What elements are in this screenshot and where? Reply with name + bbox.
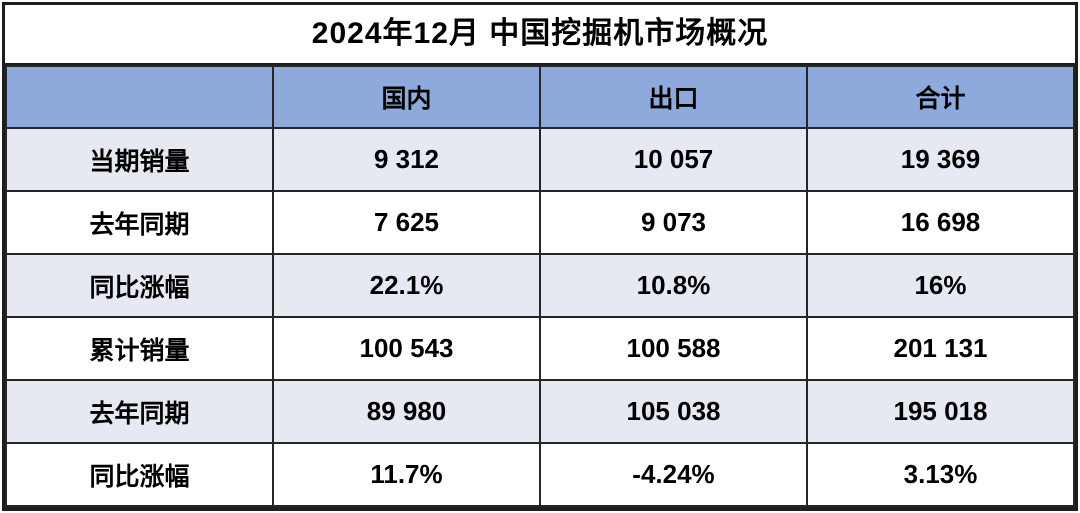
header-cell-total: 合计 bbox=[806, 65, 1075, 129]
table-cell: 195 018 bbox=[806, 379, 1075, 444]
table-cell: 100 543 bbox=[272, 316, 541, 381]
row-label: 同比涨幅 bbox=[5, 253, 274, 318]
table-cell: 9 073 bbox=[539, 190, 808, 255]
table-cell: 22.1% bbox=[272, 253, 541, 318]
table-cell: -4.24% bbox=[539, 442, 808, 507]
row-label: 同比涨幅 bbox=[5, 442, 274, 507]
table-cell: 10 057 bbox=[539, 127, 808, 192]
row-label: 累计销量 bbox=[5, 316, 274, 381]
header-cell-domestic: 国内 bbox=[272, 65, 541, 129]
table-row: 当期销量 9 312 10 057 19 369 bbox=[5, 127, 1075, 192]
table-cell: 89 980 bbox=[272, 379, 541, 444]
row-label: 去年同期 bbox=[5, 379, 274, 444]
header-row: 国内 出口 合计 bbox=[5, 65, 1075, 129]
table-cell: 19 369 bbox=[806, 127, 1075, 192]
table-cell: 100 588 bbox=[539, 316, 808, 381]
header-cell-export: 出口 bbox=[539, 65, 808, 129]
table-cell: 9 312 bbox=[272, 127, 541, 192]
table-row: 同比涨幅 22.1% 10.8% 16% bbox=[5, 253, 1075, 318]
row-label: 当期销量 bbox=[5, 127, 274, 192]
table-cell: 201 131 bbox=[806, 316, 1075, 381]
table-row: 同比涨幅 11.7% -4.24% 3.13% bbox=[5, 442, 1075, 507]
table-cell: 16% bbox=[806, 253, 1075, 318]
table-cell: 11.7% bbox=[272, 442, 541, 507]
table-cell: 105 038 bbox=[539, 379, 808, 444]
table-row: 去年同期 7 625 9 073 16 698 bbox=[5, 190, 1075, 255]
table-row: 去年同期 89 980 105 038 195 018 bbox=[5, 379, 1075, 444]
table-cell: 7 625 bbox=[272, 190, 541, 255]
table-cell: 10.8% bbox=[539, 253, 808, 318]
table-row: 累计销量 100 543 100 588 201 131 bbox=[5, 316, 1075, 381]
page-title: 2024年12月 中国挖掘机市场概况 bbox=[5, 5, 1075, 65]
row-label: 去年同期 bbox=[5, 190, 274, 255]
data-table: 国内 出口 合计 当期销量 9 312 10 057 19 369 去年同期 7… bbox=[5, 65, 1075, 507]
table-cell: 3.13% bbox=[806, 442, 1075, 507]
table-cell: 16 698 bbox=[806, 190, 1075, 255]
header-cell-empty bbox=[5, 65, 274, 129]
